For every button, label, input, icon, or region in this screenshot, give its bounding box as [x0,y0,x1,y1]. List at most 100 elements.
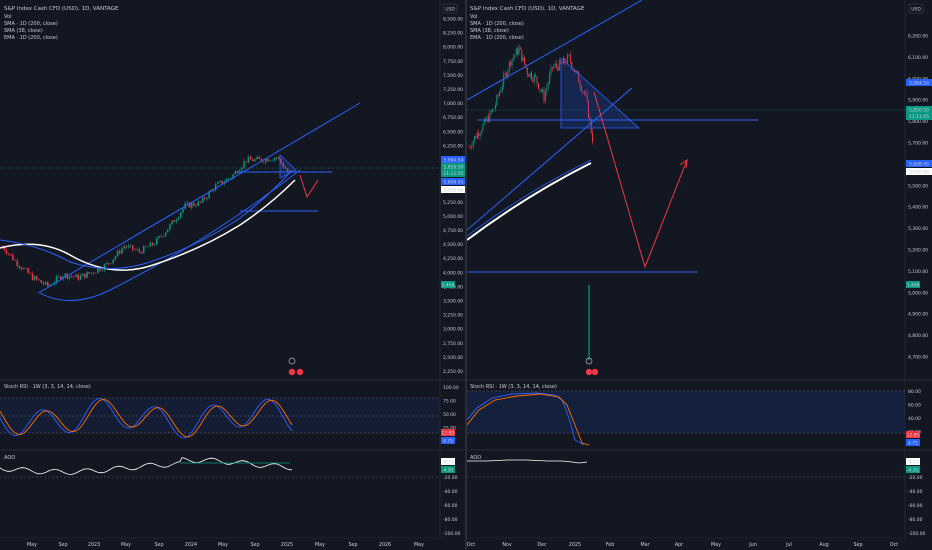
right-price-badges: 5,984.54 5,850.50 11:11:05 5,608.45 5,62… [906,79,932,289]
candle-body [280,158,282,164]
left-earnings-icon[interactable] [288,368,296,376]
candle-body [275,157,278,159]
candle-body [582,91,584,93]
candle-body [92,272,95,274]
candle-body [506,73,507,77]
candle-body [88,272,90,274]
candle-body [12,254,14,260]
candle-body [581,87,582,92]
candle-body [199,201,202,203]
right-earnings-icon[interactable] [585,368,593,376]
candle-body [27,268,29,274]
right-ao-badge-2: -4.81 [907,468,919,474]
axis-tick-label: 5,200.00 [908,248,928,254]
time-axis-label: Oct [467,542,475,548]
right-badge-d: 5,608.45 [909,162,929,168]
candle-body [116,250,119,257]
left-badge-f: 3,468 [442,283,455,289]
left-event-icon[interactable] [288,357,296,365]
axis-tick-label: 7,750.00 [443,59,463,65]
right-chart: S&P Index Cash CFD (USD), 1D, VANTAGE Vo… [467,0,932,550]
axis-tick-label: 2,500.00 [443,355,463,361]
left-badge-d: 5,608.45 [443,180,463,186]
axis-tick-label: 75.00 [443,399,456,405]
axis-tick-label: 8,000.00 [443,45,463,51]
left-stoch-axis: 100.00 75.00 50.00 25.00 [443,385,459,432]
candle-body [262,161,265,163]
candle-body [14,259,16,261]
candle-body [494,105,496,109]
candle-body [86,272,88,278]
candle-body [228,178,230,180]
right-ema200-line [467,159,592,237]
candle-body [515,48,517,56]
candle-body [84,273,86,278]
left-stoch-title: Stoch RSI · 1W (3, 3, 14, 14, close) [4,384,91,390]
candle-body [142,246,145,254]
candle-body [557,66,559,71]
axis-tick-label: 6,750.00 [443,115,463,121]
candle-body [55,276,58,283]
time-axis-label: Oct [890,542,898,548]
candle-body [90,272,93,274]
candle-body [550,67,552,75]
left-badge-c: 11:11:05 [443,171,463,177]
candle-body [25,268,27,269]
axis-tick-label: 100.00 [443,385,459,391]
candle-body [511,59,513,66]
right-triangle [560,57,641,129]
candle-body [579,82,581,88]
left-price-badges: 5,984.54 5,850.50 11:11:05 5,608.45 5,65… [441,156,466,289]
candle-body [164,232,167,236]
candle-body [260,158,263,162]
candle-body [68,276,71,279]
axis-tick-label: 50.00 [443,412,456,418]
time-axis-label: May [315,542,325,548]
left-lower-curve-line [37,169,301,301]
candle-body [510,61,512,66]
candle-body [81,273,84,276]
candle-body [127,245,130,248]
left-earnings-icon-2[interactable] [296,368,304,376]
candle-body [251,159,254,162]
candle-body [503,74,505,86]
right-vol-label: Vol [470,14,477,20]
chart-divider[interactable] [465,0,467,550]
right-event-icon[interactable] [585,357,593,365]
candle-body [108,263,110,265]
candle-body [504,73,506,75]
candle-body [162,235,165,237]
candle-body [492,109,494,112]
candle-body [9,253,12,255]
candle-body [526,68,528,75]
time-axis-label: 2025 [281,542,293,548]
left-candles [1,154,291,289]
candle-body [486,116,488,122]
left-currency-label: USD [445,7,455,13]
candle-body [77,274,80,280]
candle-body [249,156,252,160]
axis-tick-label: 6,250.00 [443,143,463,149]
candle-body [125,246,128,248]
candle-body [138,249,141,253]
candle-body [544,91,546,101]
time-axis-label: Sep [853,542,862,548]
candle-body [483,118,485,125]
candle-body [535,75,537,77]
time-axis-label: May [414,542,424,548]
candle-body [94,272,97,274]
time-axis-label: 2025 [569,542,581,548]
candle-body [75,274,77,277]
candle-body [500,90,502,93]
candle-body [23,268,25,270]
right-earnings-icon-2[interactable] [591,368,599,376]
candle-body [585,92,587,94]
time-axis-label: 2026 [379,542,391,548]
candle-body [271,160,274,161]
candle-body [512,57,514,60]
candle-body [195,205,197,207]
left-ao-axis: -20.00 -40.00 -60.00 -80.00 -100.00 [443,475,461,537]
right-projection-arrowhead [679,158,688,169]
candle-body [478,132,480,137]
time-axis-label: May [218,542,228,548]
